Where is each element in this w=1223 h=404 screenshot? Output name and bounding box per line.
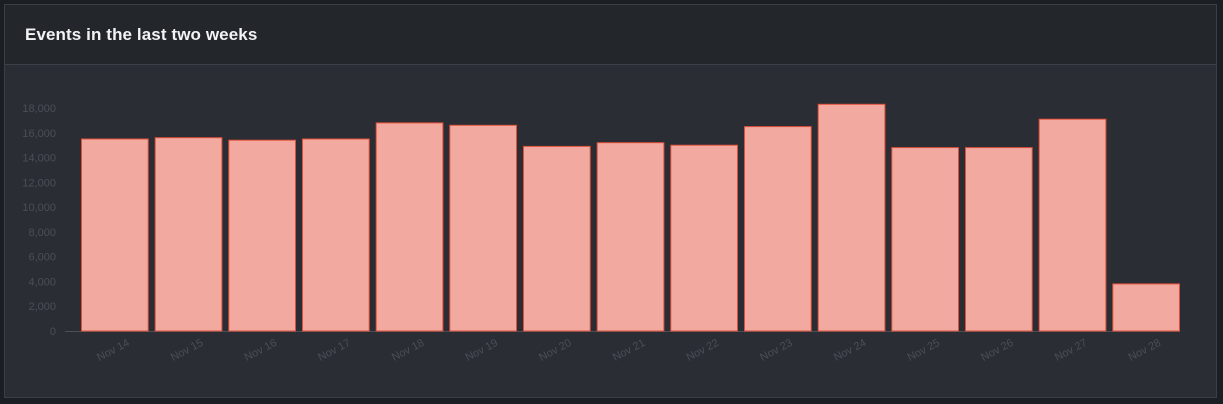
bar-nov-19[interactable]: [449, 124, 517, 332]
x-tick-label: Nov 27: [1053, 337, 1089, 364]
x-tick-label: Nov 15: [169, 337, 205, 364]
y-tick-label: 4,000: [28, 276, 56, 288]
bar-nov-18[interactable]: [375, 122, 444, 332]
bar-nov-26[interactable]: [965, 147, 1033, 332]
bar-nov-15[interactable]: [154, 137, 223, 332]
y-tick-label: 8,000: [28, 227, 56, 239]
x-tick-label: Nov 24: [832, 337, 868, 364]
x-tick-label: Nov 20: [537, 337, 573, 364]
y-tick-label: 18,000: [22, 103, 56, 115]
y-tick-label: 0: [50, 326, 56, 338]
bar-nov-14[interactable]: [81, 138, 149, 332]
bar-nov-17[interactable]: [302, 138, 370, 332]
bar-nov-20[interactable]: [523, 145, 591, 332]
y-tick-label: 16,000: [22, 128, 56, 140]
bar-nov-28[interactable]: [1112, 283, 1181, 332]
bar-nov-23[interactable]: [744, 126, 812, 332]
bar-nov-16[interactable]: [228, 139, 296, 332]
bar-nov-22[interactable]: [670, 144, 738, 332]
y-tick-label: 6,000: [28, 252, 56, 264]
x-tick-label: Nov 17: [316, 337, 352, 364]
y-tick-label: 2,000: [28, 301, 56, 313]
x-tick-label: Nov 21: [611, 337, 647, 364]
bar-nov-21[interactable]: [596, 142, 665, 332]
bar-nov-24[interactable]: [817, 103, 886, 332]
x-tick-label: Nov 19: [464, 337, 500, 364]
panel-header: Events in the last two weeks: [5, 5, 1216, 65]
y-tick-label: 12,000: [22, 177, 56, 189]
x-tick-label: Nov 26: [979, 337, 1015, 364]
panel-title: Events in the last two weeks: [25, 24, 258, 44]
chart-area: 0 2,000 4,000 6,000 8,000 10,000 12,000 14,000 1…: [5, 66, 1216, 397]
x-tick-label: Nov 25: [906, 337, 942, 364]
chart-panel: Events in the last two weeks 0 2,000 4,000…: [4, 4, 1217, 398]
y-tick-label: 10,000: [22, 202, 56, 214]
bar-nov-25[interactable]: [891, 147, 959, 332]
x-tick-label: Nov 22: [685, 337, 721, 364]
y-tick-label: 14,000: [22, 153, 56, 165]
x-tick-label: Nov 14: [95, 337, 131, 364]
x-tick-label: Nov 28: [1127, 337, 1163, 364]
x-tick-label: Nov 18: [390, 337, 426, 364]
bar-chart: 0 2,000 4,000 6,000 8,000 10,000 12,000 14,000 1…: [22, 103, 1181, 364]
bar-nov-27[interactable]: [1038, 118, 1107, 332]
x-tick-label: Nov 16: [243, 337, 279, 364]
x-tick-label: Nov 23: [758, 337, 794, 364]
